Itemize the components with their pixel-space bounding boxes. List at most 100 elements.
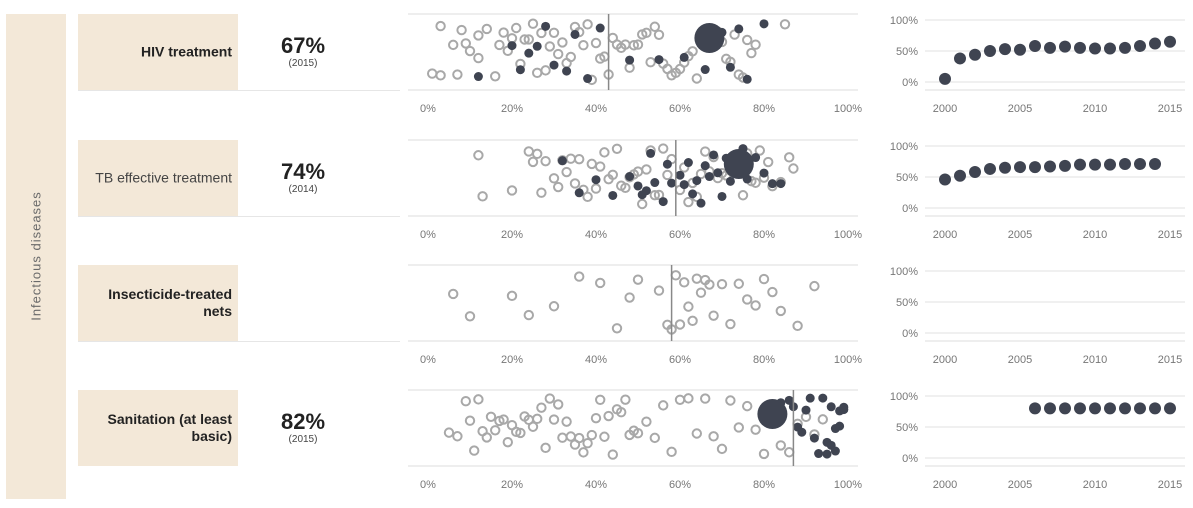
country-point-dark: [742, 74, 752, 84]
country-point-dark: [839, 402, 849, 412]
country-point-grey: [649, 21, 660, 32]
country-point-grey: [473, 30, 484, 41]
country-point-grey: [674, 394, 686, 405]
country-point-dark: [562, 66, 572, 76]
y-tick-label: 0%: [902, 203, 918, 215]
country-point-grey: [565, 431, 576, 442]
country-point-dark: [818, 393, 828, 403]
x-tick-label: 20%: [501, 103, 523, 115]
indicator-year: (2015): [288, 434, 318, 445]
country-point-grey: [784, 447, 795, 458]
indicator-value-block: 74% (2014): [253, 160, 353, 196]
country-point-dark: [667, 178, 677, 188]
country-point-grey: [565, 51, 576, 63]
x-tick-label: 2000: [933, 354, 957, 366]
country-point-dark: [696, 198, 706, 208]
trend-point: [1149, 157, 1161, 170]
country-point-grey: [477, 191, 488, 202]
highlight-point: [694, 23, 725, 53]
country-point-grey: [557, 37, 568, 48]
country-point-grey: [750, 424, 761, 435]
country-point-grey: [490, 425, 501, 436]
trend-point: [1104, 402, 1116, 415]
trend-point: [1119, 157, 1131, 170]
indicator-row-tb: TB effective treatment 74% (2014): [78, 140, 1190, 258]
x-tick-label: 40%: [585, 479, 607, 491]
trend-point: [1089, 158, 1101, 171]
country-point-grey: [599, 431, 610, 442]
x-tick-label: 80%: [753, 229, 775, 241]
country-point-dark: [814, 449, 824, 459]
country-point-grey: [758, 273, 770, 285]
country-point-grey: [590, 412, 602, 424]
trend-point: [1059, 402, 1071, 415]
country-point-grey: [691, 428, 702, 439]
x-tick-label: 100%: [834, 479, 862, 491]
country-point-grey: [746, 47, 757, 59]
country-point-dark: [675, 170, 685, 180]
country-point-grey: [490, 71, 501, 82]
x-tick-label: 20%: [501, 229, 523, 241]
trend-point: [1119, 41, 1131, 54]
trend-point: [1074, 402, 1086, 415]
country-point-grey: [616, 406, 627, 418]
x-tick-label: 80%: [753, 479, 775, 491]
country-point-grey: [758, 448, 770, 460]
trend-point: [1059, 40, 1071, 53]
y-tick-label: 0%: [902, 453, 918, 465]
country-point-grey: [674, 319, 686, 330]
country-point-grey: [742, 400, 753, 412]
country-point-dark: [725, 62, 735, 72]
country-point-grey: [515, 427, 526, 439]
trend-point: [969, 166, 981, 179]
x-tick-label: 2000: [933, 479, 957, 491]
country-point-grey: [532, 413, 543, 425]
indicator-year: (2014): [288, 184, 318, 195]
country-point-dark: [700, 161, 710, 171]
indicator-row-itn: Insecticide-treated nets: [78, 265, 1190, 383]
country-point-grey: [523, 146, 534, 157]
country-point-dark: [608, 190, 618, 200]
x-tick-label: 2005: [1008, 103, 1032, 115]
country-point-grey: [548, 414, 560, 425]
country-point-grey: [527, 421, 539, 432]
country-point-grey: [569, 178, 581, 189]
country-point-grey: [532, 67, 543, 79]
indicator-label: Sanitation (at least basic): [107, 411, 232, 444]
x-tick-label: 2015: [1158, 229, 1182, 241]
x-tick-label: 0%: [420, 479, 436, 491]
country-point-grey: [624, 62, 635, 73]
country-point-grey: [536, 187, 547, 198]
country-point-dark: [557, 156, 567, 166]
x-tick-label: 100%: [834, 354, 862, 366]
x-tick-label: 20%: [501, 354, 523, 366]
country-point-grey: [485, 411, 497, 422]
y-tick-label: 0%: [902, 328, 918, 340]
indicator-label-box: Sanitation (at least basic): [78, 390, 238, 466]
country-point-grey: [750, 300, 761, 311]
country-point-grey: [624, 292, 635, 303]
country-point-grey: [595, 161, 606, 172]
country-point-dark: [767, 179, 777, 189]
highlight-point: [723, 149, 754, 179]
strip-chart: 0% 20% 40% 60% 80% 100%: [408, 389, 862, 491]
country-point-dark: [704, 172, 714, 182]
country-point-grey: [448, 39, 459, 51]
country-point-grey: [557, 432, 568, 443]
x-tick-label: 2010: [1083, 354, 1107, 366]
country-point-grey: [704, 279, 715, 290]
country-point-grey: [540, 65, 551, 76]
country-point-dark: [809, 433, 819, 443]
trend-chart: 100% 50% 0% 2000 2005 2010 2015: [890, 141, 1185, 241]
country-point-grey: [620, 182, 631, 193]
country-point-dark: [692, 176, 702, 186]
country-point-grey: [607, 169, 618, 181]
country-point-dark: [633, 181, 643, 191]
trend-point: [1134, 157, 1146, 170]
country-point-dark: [805, 393, 815, 403]
y-tick-label: 100%: [890, 15, 918, 27]
trend-point: [1089, 402, 1101, 415]
country-point-grey: [498, 414, 509, 425]
x-tick-label: 60%: [669, 229, 691, 241]
